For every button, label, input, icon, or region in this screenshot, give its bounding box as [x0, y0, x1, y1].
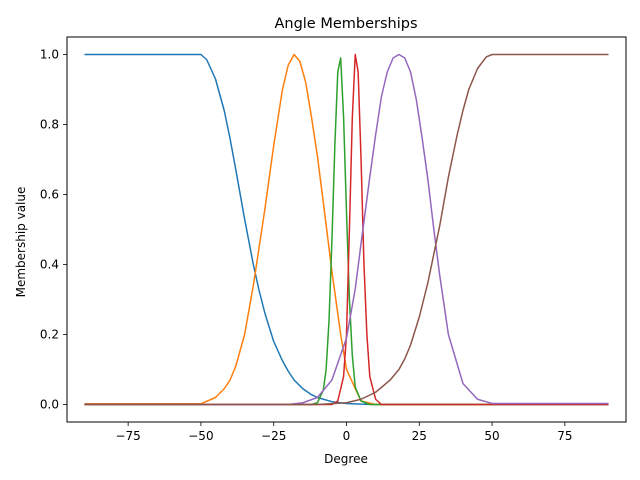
x-tick-label: 0: [343, 429, 351, 443]
x-tick-label: −25: [261, 429, 286, 443]
y-tick-label: 0.0: [40, 398, 59, 412]
series-line-4: [84, 53, 609, 406]
chart-title: Angle Memberships: [274, 16, 417, 32]
x-tick-label: 25: [412, 429, 427, 443]
y-tick-label: 0.6: [40, 188, 59, 202]
series-line-1: [84, 53, 609, 406]
x-tick-label: 50: [484, 429, 499, 443]
series-line-5: [84, 53, 609, 406]
x-tick-label: −50: [188, 429, 213, 443]
series-layer: [84, 53, 609, 406]
y-axis: 0.0 0.2 0.4 0.6 0.8 1.0: [40, 48, 67, 412]
y-axis-label: Membership value: [14, 187, 28, 298]
x-axis-label: Degree: [324, 452, 368, 466]
y-tick-label: 0.2: [40, 328, 59, 342]
series-line-6: [84, 53, 609, 406]
y-tick-label: 1.0: [40, 48, 59, 62]
x-axis: −75 −50 −25 0 25 50 75: [115, 422, 573, 443]
x-tick-label: 75: [557, 429, 572, 443]
x-tick-label: −75: [115, 429, 140, 443]
y-tick-label: 0.8: [40, 118, 59, 132]
y-tick-label: 0.4: [40, 258, 59, 272]
